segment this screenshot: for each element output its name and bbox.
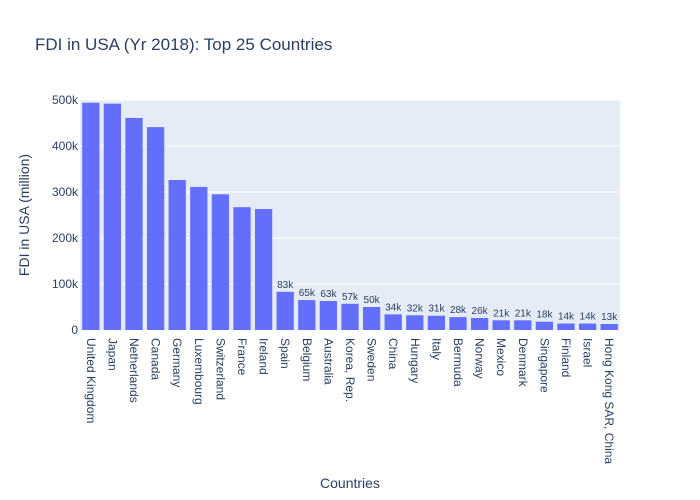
- x-tick-label: Bermuda: [451, 338, 465, 387]
- x-tick-label: Australia: [321, 338, 335, 385]
- y-tick-label: 0: [71, 323, 78, 337]
- bar: [578, 323, 597, 330]
- bar: [384, 314, 402, 330]
- y-tick-label: 200k: [52, 231, 79, 245]
- bar: [298, 300, 316, 330]
- x-tick-label: Switzerland: [213, 338, 227, 400]
- bar: [254, 209, 273, 330]
- bar: [211, 194, 230, 330]
- bar-data-label: 13k: [601, 312, 618, 323]
- x-tick-label: Hungary: [408, 338, 422, 383]
- bar: [146, 127, 165, 330]
- bar-data-label: 18k: [536, 310, 553, 321]
- bar: [233, 207, 251, 330]
- bar: [427, 315, 446, 330]
- bar-data-label: 21k: [515, 308, 532, 319]
- x-tick-label: Japan: [105, 338, 119, 371]
- chart-title: FDI in USA (Yr 2018): Top 25 Countries: [35, 35, 332, 54]
- y-tick-label: 400k: [52, 139, 79, 153]
- bar-data-label: 34k: [385, 302, 402, 313]
- bar: [103, 103, 122, 331]
- x-tick-label: United Kingdom: [84, 338, 98, 423]
- bar: [449, 317, 467, 330]
- bar: [514, 320, 532, 330]
- x-tick-label: Netherlands: [127, 338, 141, 403]
- bar: [168, 180, 186, 330]
- bar: [362, 307, 381, 330]
- bar: [319, 301, 338, 330]
- bar: [600, 324, 618, 330]
- bar-data-labels: 83k 65k 63k 57k 50k 34k 32k 31k 28k 26k 21k 21k 18k 1…: [277, 280, 618, 323]
- bar-data-label: 14k: [558, 312, 575, 323]
- x-tick-label: Sweden: [365, 338, 379, 381]
- bar: [470, 318, 489, 330]
- bar-data-label: 14k: [580, 312, 597, 323]
- bar-data-label: 28k: [450, 305, 467, 316]
- bar-data-label: 83k: [277, 280, 294, 291]
- x-tick-label: Italy: [429, 338, 443, 360]
- bar: [406, 315, 424, 330]
- bar-data-label: 32k: [407, 303, 424, 314]
- x-axis-ticks: United Kingdom Japan Netherlands Canada Germ…: [84, 338, 616, 464]
- x-tick-label: Canada: [149, 338, 163, 380]
- bar: [341, 303, 359, 330]
- x-tick-label: Hong Kong SAR, China: [602, 338, 616, 464]
- x-axis-title: Countries: [320, 475, 380, 491]
- y-tick-label: 300k: [52, 185, 79, 199]
- x-tick-label: France: [235, 338, 249, 376]
- bar-data-label: 26k: [472, 306, 489, 317]
- y-tick-label: 100k: [52, 277, 79, 291]
- x-tick-label: Finland: [559, 338, 573, 377]
- x-tick-label: Korea, Rep.: [343, 338, 357, 402]
- bar-data-label: 57k: [342, 292, 359, 303]
- x-tick-label: Luxembourg: [192, 338, 206, 405]
- y-tick-label: 500k: [52, 93, 79, 107]
- bar-data-label: 65k: [299, 288, 316, 299]
- x-tick-label: Spain: [278, 338, 292, 369]
- bar-data-label: 31k: [428, 304, 445, 315]
- x-tick-label: Denmark: [516, 338, 530, 388]
- x-tick-label: China: [386, 338, 400, 370]
- y-axis-title: FDI in USA (million): [16, 154, 32, 276]
- x-tick-label: Mexico: [494, 338, 508, 376]
- bar: [125, 117, 143, 330]
- bar-data-label: 21k: [493, 308, 510, 319]
- y-axis-ticks: 0 100k 200k 300k 400k 500k: [52, 93, 79, 337]
- x-tick-label: Ireland: [257, 338, 271, 375]
- x-tick-label: Germany: [170, 338, 184, 387]
- bar: [190, 186, 208, 330]
- x-tick-label: Israel: [581, 338, 595, 367]
- bar: [557, 323, 575, 330]
- bar: [82, 102, 100, 330]
- bar: [492, 320, 510, 330]
- bar: [276, 291, 294, 330]
- bar: [535, 321, 554, 330]
- x-tick-label: Belgium: [300, 338, 314, 381]
- x-tick-label: Singapore: [537, 338, 551, 393]
- x-tick-label: Norway: [473, 338, 487, 379]
- bar-data-label: 50k: [364, 295, 381, 306]
- bars: [82, 102, 618, 331]
- bar-data-label: 63k: [320, 289, 337, 300]
